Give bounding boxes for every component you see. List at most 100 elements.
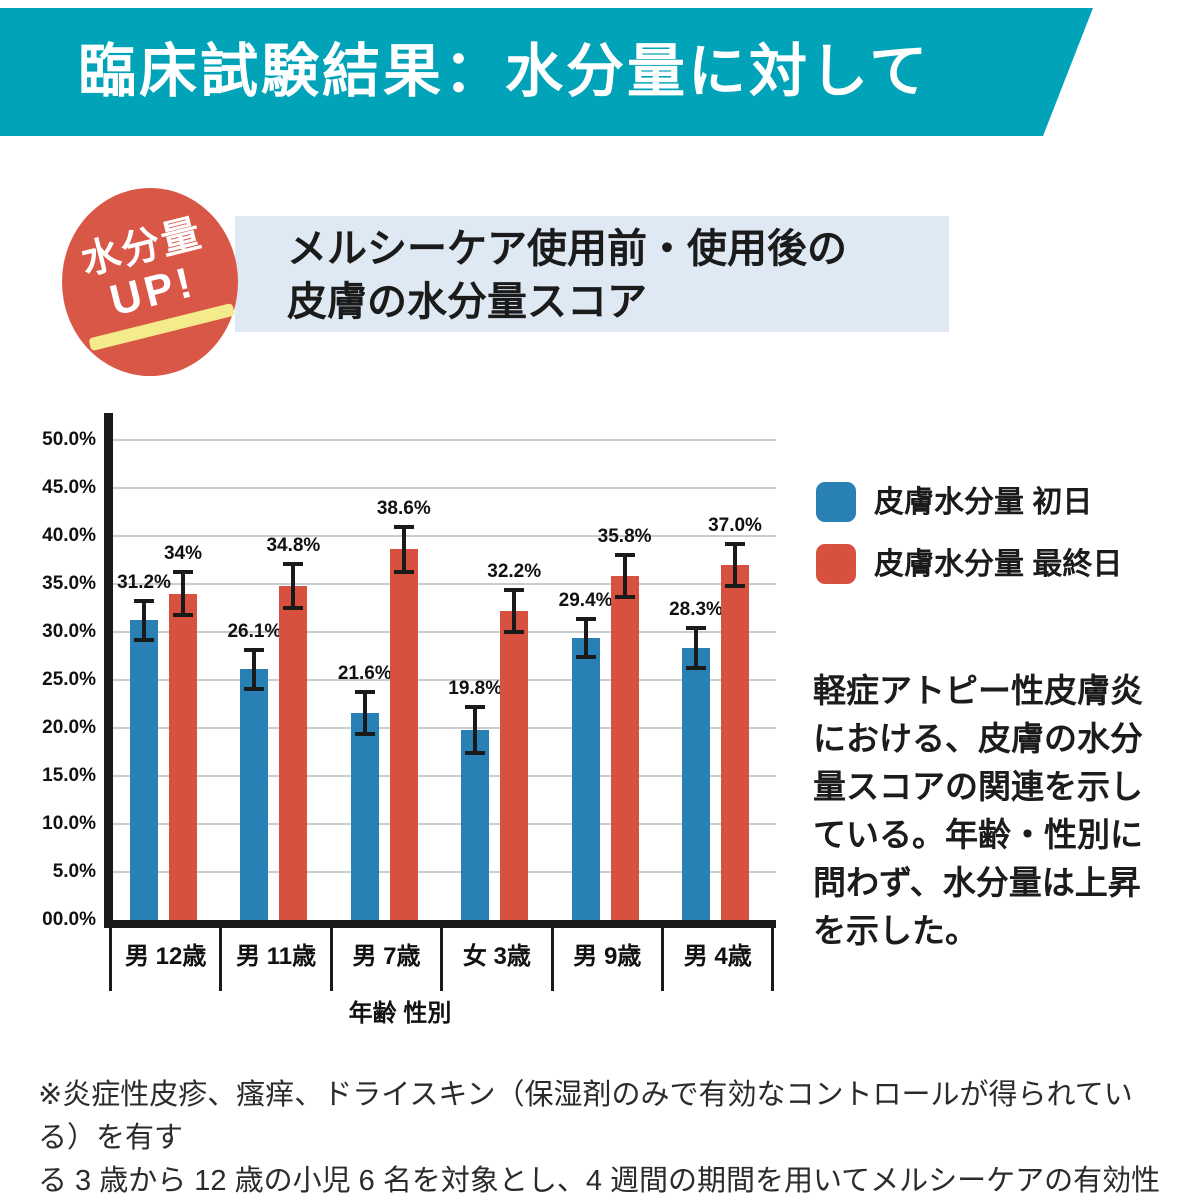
chart-subtitle-line1: メルシーケア使用前・使用後の [287,227,847,271]
y-tick-label: 20.0% [42,717,96,738]
grid-line [113,487,776,489]
error-bar-cap [393,525,414,530]
error-bar-line [401,527,406,572]
category-label: 女 3歳 [462,943,531,970]
bar-value-label: 26.1% [227,621,282,643]
error-bar-line [733,543,737,586]
error-bar-cap [244,648,265,653]
legend-label-last-day: 皮膚水分量 最終日 [874,548,1123,581]
axis-divider [109,920,112,991]
error-bar-line [142,601,146,640]
error-bar-cap [504,587,525,592]
chart-legend: 皮膚水分量 初日 皮膚水分量 最終日 [816,482,1196,606]
y-tick-label: 15.0% [42,765,96,786]
bar-first-day [461,729,490,920]
header-banner: 臨床試験結果：水分量に対して [0,8,1093,136]
footnote-text: ※炎症性皮疹、瘙痒、ドライスキン（保湿剤のみで有効なコントロールが得られている）… [38,1079,1161,1197]
bar-first-day [350,712,379,920]
error-bar-cap [393,569,414,574]
moisture-up-badge: 水分量 UP! [62,188,238,376]
category-label: 男 4歳 [683,943,752,970]
bar-value-label: 38.6% [376,498,431,520]
error-bar-line [622,555,627,598]
chart-subtitle-line2: 皮膚の水分量スコア [287,280,647,324]
grid-line [113,535,776,537]
category-label: 男 7歳 [352,943,421,970]
error-bar-cap [575,654,596,659]
grid-line [113,439,776,441]
bar-final-day [169,593,197,920]
error-bar-cap [173,612,193,617]
bar-first-day [571,637,600,920]
bar-value-label: 35.8% [597,526,652,548]
legend-item-first-day: 皮膚水分量 初日 [816,482,1196,522]
category-label: 男 12歳 [125,943,207,970]
error-bar-cap [354,689,375,694]
bar-value-label: 37.0% [708,514,762,536]
error-bar-cap [686,626,706,631]
bar-value-label: 34% [163,543,203,565]
x-axis-title: 年齢 性別 [348,1000,452,1027]
y-tick-label: 45.0% [42,477,96,498]
bar-value-label: 21.6% [337,662,392,684]
error-bar-cap [283,606,304,610]
error-bar-cap [465,750,486,755]
grid-line [113,583,776,585]
axis-divider [440,920,444,991]
legend-label-first-day: 皮膚水分量 初日 [874,486,1093,519]
bar-value-label: 28.3% [669,599,723,621]
bar-final-day [279,585,308,920]
error-bar-line [473,706,478,753]
y-tick-label: 10.0% [42,813,96,834]
bar-value-label: 31.2% [117,572,171,594]
axis-divider [550,920,554,991]
error-bar-line [252,650,257,689]
error-bar-cap [283,561,304,566]
y-tick-label: 25.0% [42,669,96,690]
y-tick-label: 30.0% [42,621,96,642]
grid-line [113,727,776,729]
grid-line [113,823,776,825]
error-bar-cap [686,666,706,671]
error-bar-line [181,572,185,615]
y-tick-label: 50.0% [42,429,96,450]
error-bar-line [694,628,698,669]
y-axis-line [104,413,113,928]
axis-divider [771,920,775,991]
error-bar-cap [134,599,154,604]
bar-value-label: 32.2% [487,560,542,582]
bar-first-day [682,648,710,920]
error-bar-line [512,589,517,632]
bar-final-day [610,576,639,920]
legend-swatch-last-day [816,544,856,584]
category-label: 男 11歳 [236,943,317,970]
badge-content: 水分量 UP! [65,209,236,352]
error-bar-cap [244,686,265,691]
error-bar-line [583,618,588,657]
bar-first-day [240,669,269,920]
grid-line [113,775,776,777]
error-bar-line [362,691,367,734]
y-tick-label: 5.0% [52,861,96,882]
error-bar-cap [725,541,745,546]
bar-final-day [500,610,529,920]
chart-subtitle-band: メルシーケア使用前・使用後の 皮膚の水分量スコア [235,216,949,332]
axis-divider [219,920,223,991]
description-text: 軽症アトピー性皮膚炎 における、皮膚の水分 量スコアの関連を示し ている。年齢・… [813,672,1143,949]
error-bar-cap [614,595,635,600]
grid-line [113,631,776,633]
y-tick-label: 35.0% [42,573,96,594]
legend-item-last-day: 皮膚水分量 最終日 [816,544,1196,584]
legend-swatch-first-day [816,482,856,522]
y-tick-label: 40.0% [42,525,96,546]
error-bar-cap [354,731,375,736]
bar-value-label: 34.8% [266,534,321,556]
bar-first-day [130,620,158,920]
bar-final-day [721,564,749,920]
axis-divider [661,920,664,991]
error-bar-cap [173,570,193,575]
bar-value-label: 29.4% [558,589,613,611]
y-tick-label: 00.0% [42,909,96,930]
